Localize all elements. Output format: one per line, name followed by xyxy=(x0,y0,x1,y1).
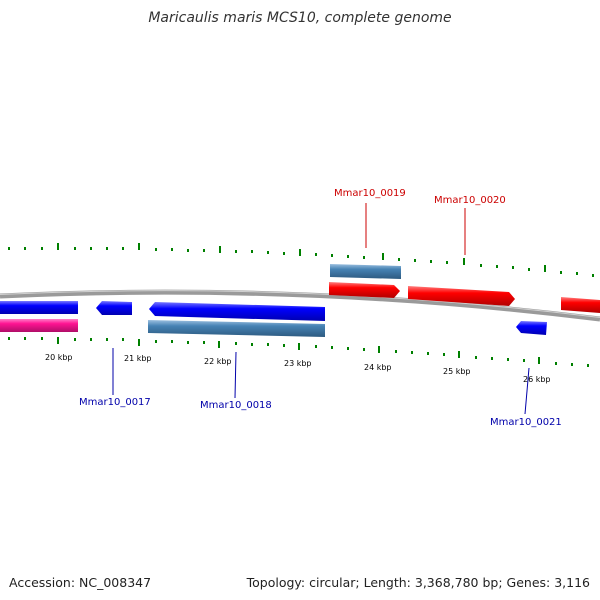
gene-label-mmar10-0019[interactable]: Mmar10_0019 xyxy=(334,188,406,199)
gene-label-mmar10-0020[interactable]: Mmar10_0020 xyxy=(434,195,506,206)
genome-summary-text: Topology: circular; Length: 3,368,780 bp… xyxy=(246,575,590,590)
leader-mmar10-0021 xyxy=(524,367,530,415)
other-feature-reverse[interactable] xyxy=(0,319,78,332)
reverse-features xyxy=(0,301,547,337)
gene-feature-mmar10-0017[interactable] xyxy=(96,301,132,315)
gene-feature-forward-partial[interactable] xyxy=(561,297,600,313)
inner-tick-ring xyxy=(8,337,589,367)
map-title: Maricaulis maris MCS10, complete genome xyxy=(148,10,452,26)
tick-label-20kbp: 20 kbp xyxy=(45,353,73,362)
gene-feature-reverse-partial[interactable] xyxy=(0,301,78,314)
genome-backbone xyxy=(0,289,600,322)
outer-tick-ring xyxy=(8,243,594,277)
gene-feature-mmar10-0019[interactable] xyxy=(329,282,400,298)
rna-feature-forward[interactable] xyxy=(330,264,401,279)
gene-label-mmar10-0017[interactable]: Mmar10_0017 xyxy=(79,397,151,408)
genome-backbone-highlight xyxy=(0,290,600,318)
accession-text: Accession: NC_008347 xyxy=(9,575,152,590)
tick-label-23kbp: 23 kbp xyxy=(284,359,312,368)
rna-feature-reverse[interactable] xyxy=(148,320,325,337)
tick-label-21kbp: 21 kbp xyxy=(124,354,152,363)
leader-mmar10-0018 xyxy=(234,351,237,399)
gene-feature-mmar10-0021[interactable] xyxy=(516,321,547,335)
tick-label-24kbp: 24 kbp xyxy=(364,363,392,372)
forward-features xyxy=(329,264,600,313)
gene-feature-mmar10-0020[interactable] xyxy=(408,286,515,306)
gene-label-mmar10-0021[interactable]: Mmar10_0021 xyxy=(490,417,562,428)
label-leaders xyxy=(112,203,530,415)
tick-label-25kbp: 25 kbp xyxy=(443,367,471,376)
tick-label-22kbp: 22 kbp xyxy=(204,357,232,366)
gene-feature-mmar10-0018[interactable] xyxy=(149,302,325,321)
gene-label-mmar10-0018[interactable]: Mmar10_0018 xyxy=(200,400,272,411)
tick-label-26kbp: 26 kbp xyxy=(523,375,551,384)
